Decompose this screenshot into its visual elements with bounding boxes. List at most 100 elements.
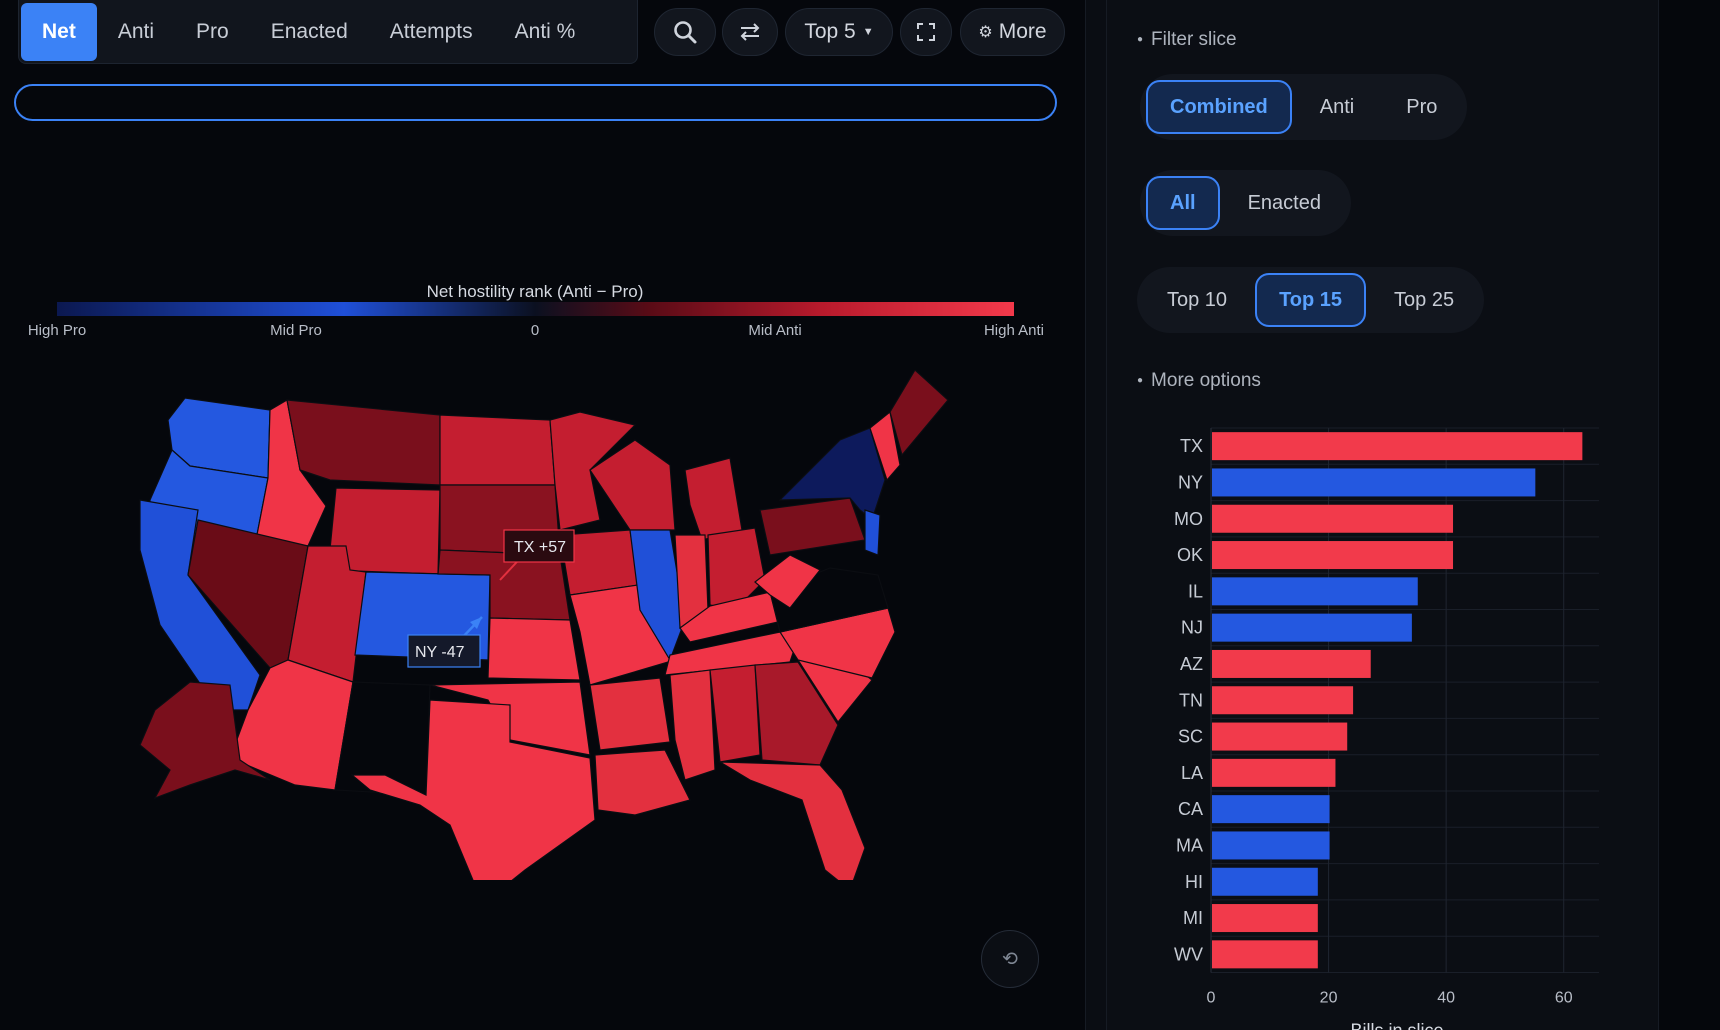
bar-il [1212,577,1418,606]
x-tick-label: 60 [1555,990,1573,1007]
bar-label-mi: MI [1183,908,1203,928]
state-ny[interactable] [778,427,886,522]
top-10-button[interactable]: Top 10 [1167,288,1228,311]
legend-tick-high-anti: High Anti [983,322,1045,339]
top-15-button[interactable]: Top 15 [1255,273,1367,327]
state-oh[interactable] [707,527,766,611]
legend-tick-zero: 0 [530,322,540,339]
bar-nj [1212,613,1412,642]
state-me[interactable] [889,370,949,457]
panel-divider[interactable] [1085,0,1107,1030]
tab-enacted[interactable]: Enacted [270,19,348,43]
tab-net[interactable]: Net [21,2,97,61]
bar-label-sc: SC [1178,727,1203,747]
slice-anti-button[interactable]: Anti [1319,95,1355,118]
fullscreen-icon [917,23,935,41]
state-al[interactable] [709,664,761,763]
status-all-button[interactable]: All [1146,176,1220,230]
bar-label-nj: NJ [1181,618,1203,638]
more-button[interactable]: ⚙ More [960,8,1065,56]
search-button[interactable] [654,8,716,56]
state-fl[interactable] [717,761,866,880]
caret-down-icon: ▼ [862,26,874,38]
bar-sc [1212,722,1348,751]
legend-tick-mid-anti: Mid Anti [748,322,802,339]
bar-mi [1212,904,1318,933]
state-pa[interactable] [759,497,866,556]
bar-label-ok: OK [1177,545,1203,565]
top-n-dropdown[interactable]: Top 5 ▼ [785,8,893,56]
bar-label-tn: TN [1179,690,1203,710]
bar-label-ny: NY [1178,472,1203,492]
tx-callout-box [503,529,575,563]
bar-ny [1212,468,1536,497]
state-ar[interactable] [589,677,671,751]
x-tick-label: 40 [1437,990,1455,1007]
bar-az [1212,649,1371,678]
state-mn[interactable] [549,411,637,531]
search-input[interactable] [14,84,1057,121]
metric-tabs: Net Anti Pro Enacted Attempts Anti % [18,0,638,64]
bar-tx [1212,432,1583,461]
tx-callout-label: TX +57 [514,539,566,556]
bullet-icon: ● [1137,375,1144,387]
ny-callout-label: NY -47 [415,644,465,661]
ny-callout-arrowhead [470,617,482,629]
more-options-heading[interactable]: ● More options [1137,370,1261,392]
state-mt[interactable] [286,399,441,486]
status-toggle: All Enacted [1140,170,1351,236]
state-ks[interactable] [487,617,581,681]
state-la[interactable] [594,749,691,816]
bar-hi [1212,867,1318,896]
state-nj[interactable] [864,509,881,556]
bar-ma [1212,831,1330,860]
top-n-label: Top 5 [804,20,856,43]
tab-anti[interactable]: Anti [117,19,155,43]
reset-view-button[interactable]: ⟲ [981,930,1039,988]
ny-callout-box [407,634,481,668]
tab-pro[interactable]: Pro [196,19,229,43]
legend-tick-high-pro: High Pro [27,322,87,339]
x-tick-label: 0 [1207,990,1216,1007]
state-wi[interactable] [589,439,676,531]
bills-bar-chart: 0 20 40 60 TX NY MO OK IL NJ AZ TN SC LA CA MA HI MI WV Bil… [1174,427,1599,1030]
bar-mo [1212,504,1454,533]
bar-label-tx: TX [1180,436,1203,456]
tab-attempts[interactable]: Attempts [389,19,473,43]
us-choropleth-map[interactable]: TX +57 NY -47 [130,370,950,880]
state-nd[interactable] [439,414,556,486]
gear-icon: ⚙ [978,24,993,41]
bar-label-ma: MA [1176,835,1203,855]
top-25-button[interactable]: Top 25 [1394,288,1455,311]
filter-slice-heading[interactable]: ● Filter slice [1137,29,1237,51]
top-n-toggle: Top 10 Top 15 Top 25 [1137,267,1485,333]
slice-pro-button[interactable]: Pro [1406,95,1438,118]
bar-label-az: AZ [1180,654,1203,674]
swap-button[interactable] [722,8,778,56]
state-ak[interactable] [139,681,271,800]
state-ga[interactable] [754,661,839,766]
swap-icon [740,23,760,41]
map-panel: Net Anti Pro Enacted Attempts Anti % Top… [14,0,1065,988]
state-tx[interactable] [350,699,596,880]
legend-tick-mid-pro: Mid Pro [270,322,322,339]
filter-slice-label: Filter slice [1151,29,1237,50]
state-ms[interactable] [669,669,716,781]
state-mi[interactable] [684,457,743,541]
x-axis-title: Bills in slice [1350,1021,1443,1030]
bar-tn [1212,686,1354,715]
fullscreen-button[interactable] [900,8,952,56]
reset-icon: ⟲ [1002,948,1018,970]
state-nh-vt[interactable] [869,410,901,482]
slice-combined-button[interactable]: Combined [1146,80,1292,134]
status-enacted-button[interactable]: Enacted [1247,191,1321,214]
bar-ca [1212,795,1330,824]
state-wv[interactable] [754,554,821,609]
legend-title: Net hostility rank (Anti − Pro) [426,282,644,301]
tab-anti-percent[interactable]: Anti % [514,19,576,43]
bar-ok [1212,541,1454,570]
window-edge [1658,0,1720,1030]
state-il[interactable] [629,529,686,662]
search-icon [674,21,697,44]
bar-label-wv: WV [1174,944,1203,964]
